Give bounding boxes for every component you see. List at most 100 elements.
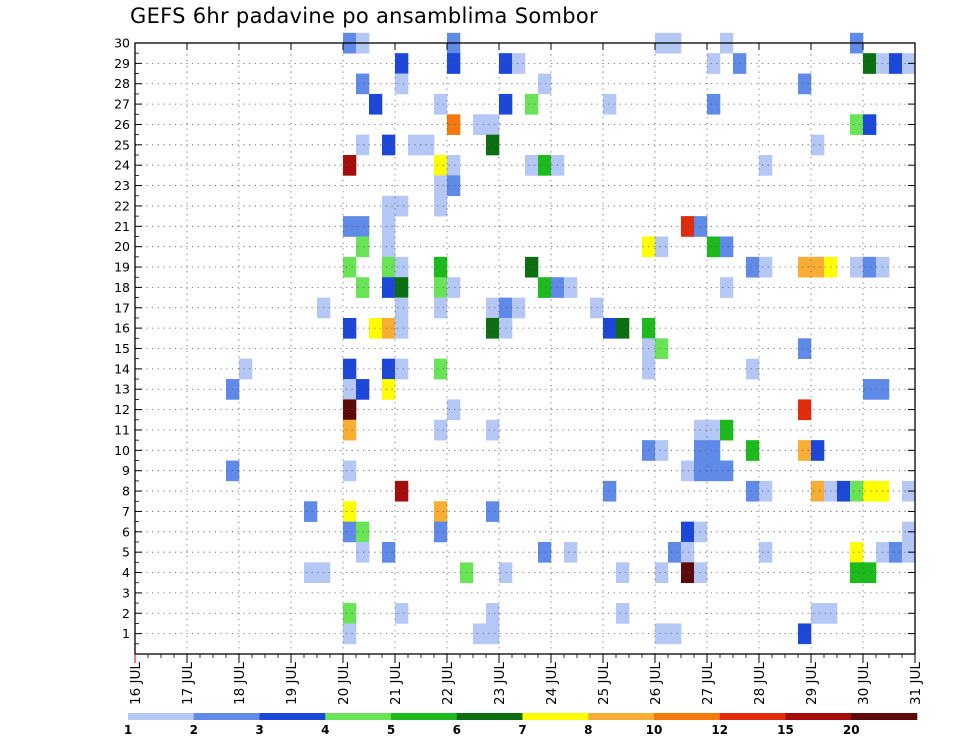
legend-bin-label: 8 — [584, 723, 592, 737]
heatmap-cell — [239, 358, 253, 380]
x-tick-label: 27 JUL — [700, 662, 716, 705]
y-tick-label: 10 — [114, 443, 130, 458]
heatmap-cell — [356, 236, 370, 258]
heatmap-cell — [668, 623, 682, 645]
x-tick-label: 29 JUL — [804, 662, 820, 705]
heatmap-cell — [707, 440, 721, 461]
legend-color-swatch — [851, 713, 918, 720]
heatmap-cell — [798, 256, 812, 278]
heatmap-cell — [798, 399, 812, 421]
legend-color-swatch — [259, 713, 326, 720]
heatmap-cell — [395, 480, 409, 502]
heatmap-cell — [382, 277, 396, 298]
heatmap-cell — [395, 277, 409, 298]
heatmap-cell — [382, 134, 396, 156]
heatmap-cell — [447, 114, 461, 135]
y-tick-label: 18 — [114, 280, 130, 295]
y-tick-label: 21 — [114, 219, 130, 234]
heatmap-cell — [850, 114, 864, 135]
legend-bin-label: 7 — [518, 723, 526, 737]
legend-bin-label: 4 — [321, 723, 329, 737]
y-tick-label: 3 — [122, 585, 130, 600]
heatmap-cell — [369, 317, 383, 339]
x-tick-label: 17 JUL — [180, 662, 196, 705]
heatmap-cell — [603, 317, 617, 339]
y-tick-label: 14 — [114, 361, 130, 376]
heatmap-cell — [395, 603, 409, 624]
heatmap-cell — [343, 521, 357, 543]
heatmap-cell — [694, 440, 708, 461]
heatmap-cell — [850, 480, 864, 502]
heatmap-cell — [343, 256, 357, 278]
heatmap-cell — [356, 134, 370, 156]
heatmap-cell — [850, 562, 864, 584]
x-tick-label: 28 JUL — [752, 662, 768, 705]
heatmap-cell — [863, 256, 877, 278]
heatmap-cell — [447, 277, 461, 298]
x-tick-label: 23 JUL — [492, 662, 508, 705]
x-tick-label: 26 JUL — [648, 662, 664, 705]
legend-color-swatch — [785, 713, 852, 720]
heatmap-cell — [655, 440, 669, 461]
y-tick-label: 4 — [122, 565, 130, 580]
heatmap-cell — [694, 562, 708, 584]
heatmap-cell — [395, 73, 409, 95]
y-axis: 1234567891011121314151617181920212223242… — [114, 36, 915, 645]
heatmap-cell — [434, 419, 448, 441]
heatmap-cell — [811, 134, 825, 156]
heatmap-cell — [356, 277, 370, 298]
y-tick-label: 22 — [114, 198, 130, 213]
heatmap-cell — [538, 541, 552, 563]
heatmap-cell — [382, 379, 396, 400]
heatmap-cell — [525, 256, 539, 278]
y-tick-label: 5 — [122, 545, 130, 560]
heatmap-cell — [486, 501, 500, 522]
legend-color-swatch — [654, 713, 721, 720]
x-tick-label: 22 JUL — [440, 662, 456, 705]
heatmap-cell — [525, 155, 539, 176]
heatmap-cell — [343, 501, 357, 522]
heatmap-cell — [694, 216, 708, 237]
legend-color-swatch — [522, 713, 589, 720]
heatmap-cell — [603, 480, 617, 502]
heatmap-cell — [694, 419, 708, 441]
legend-color-swatch — [391, 713, 458, 720]
gridlines — [135, 42, 915, 654]
x-axis: 16 JUL 17 JUL 18 JUL 19 JUL 20 JUL 21 JUL 22 J… — [128, 43, 924, 705]
heatmap-cell — [720, 236, 734, 258]
heatmap-cell — [395, 195, 409, 217]
heatmap-cell — [473, 114, 487, 135]
heatmap-cell — [395, 53, 409, 74]
heatmap-cell — [720, 277, 734, 298]
y-tick-label: 13 — [114, 382, 130, 397]
heatmap-cell — [746, 440, 760, 461]
y-tick-label: 1 — [122, 626, 130, 641]
heatmap-cell — [512, 53, 526, 74]
heatmap-cell — [681, 562, 695, 584]
heatmap-cell — [759, 256, 773, 278]
legend-color-swatch — [456, 713, 523, 720]
heatmap-cell — [863, 480, 877, 502]
heatmap-cell — [512, 297, 526, 319]
y-tick-label: 29 — [114, 56, 130, 71]
heatmap-cell — [343, 216, 357, 237]
y-tick-label: 9 — [122, 463, 130, 478]
heatmap-cell — [538, 277, 552, 298]
heatmap-cell — [343, 358, 357, 380]
y-tick-label: 24 — [114, 158, 130, 173]
heatmap-cell — [486, 134, 500, 156]
heatmap-cell — [694, 460, 708, 482]
heatmap-cell — [343, 603, 357, 624]
heatmap-cell — [369, 93, 383, 115]
heatmap-cell — [616, 603, 630, 624]
heatmap-cell — [486, 317, 500, 339]
heatmap-cell — [304, 562, 318, 584]
heatmap-cell — [863, 53, 877, 74]
heatmap-cell — [655, 236, 669, 258]
y-tick-label: 12 — [114, 402, 130, 417]
heatmap-cell — [746, 480, 760, 502]
x-tick-label: 31 JUL — [908, 662, 924, 705]
heatmap-cell — [564, 277, 578, 298]
y-tick-label: 28 — [114, 76, 130, 91]
